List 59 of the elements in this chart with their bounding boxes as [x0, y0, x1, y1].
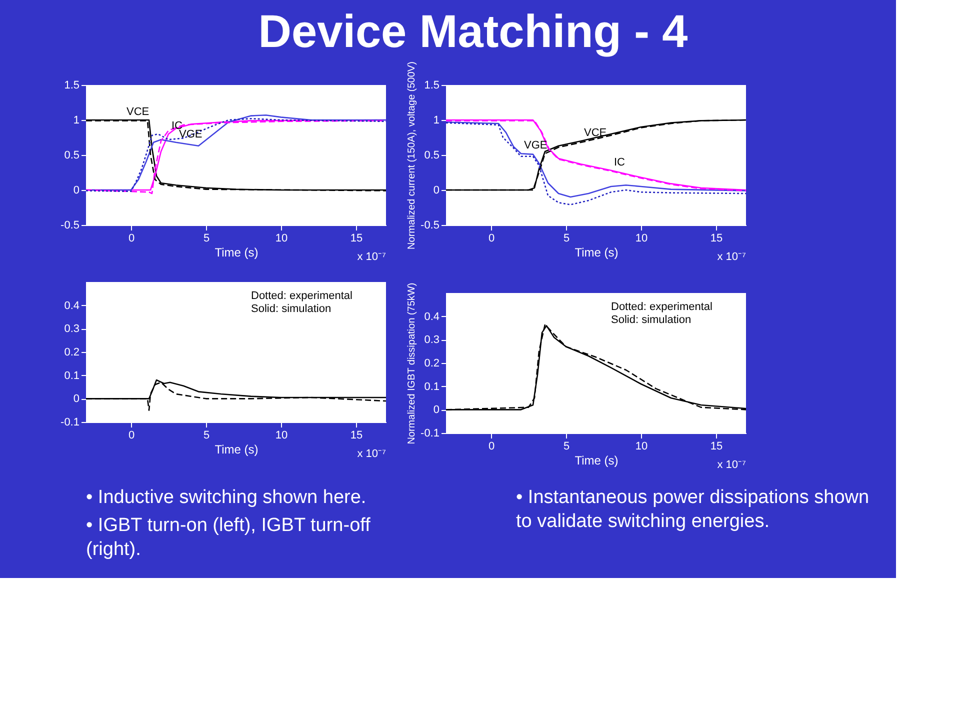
y-tick-label: 0: [433, 404, 440, 416]
y-tick-label: -0.1: [420, 428, 440, 440]
y-axis-title: Normalized IGBT dissipation (75kW): [406, 282, 418, 444]
text: • IGBT turn-on (left), IGBT turn-off (right).: [86, 515, 372, 560]
x-axis-title: Time (s): [214, 246, 258, 260]
chart-title: Device Matching - 4: [258, 5, 688, 58]
y-tick-label: 0.5: [64, 150, 80, 162]
annotation: IC: [614, 156, 626, 168]
x-axis-title: Time (s): [214, 442, 258, 456]
x-tick-label: 10: [275, 430, 288, 442]
x-tick-label: 5: [563, 232, 570, 244]
x-tick-label: 0: [488, 440, 495, 452]
x-axis-title: Time (s): [574, 454, 618, 468]
x-tick-label: 10: [635, 440, 648, 452]
annotation: Dotted: experimental: [611, 301, 712, 313]
y-tick-label: 0.2: [64, 346, 80, 358]
y-tick-label: 0: [433, 184, 440, 196]
text: x 10⁻⁷: [357, 251, 386, 263]
y-tick-label: 0.5: [424, 150, 440, 162]
x-tick-label: 10: [275, 232, 288, 244]
text: x 10⁻⁷: [717, 459, 746, 471]
y-tick-label: 1.5: [424, 80, 440, 92]
y-tick-label: -0.5: [60, 220, 80, 232]
text: x 10⁻⁷: [357, 448, 386, 460]
y-tick-label: 0.2: [424, 358, 440, 370]
text: • Inductive switching shown here.: [86, 487, 366, 508]
x-tick-label: 0: [128, 232, 135, 244]
y-tick-label: 0.3: [424, 334, 440, 346]
text: • Instantaneous power dissipations shown to validate switching energies.: [516, 487, 870, 532]
x-axis-title: Time (s): [574, 246, 618, 260]
annotation: Dotted: experimental: [251, 290, 352, 302]
y-tick-label: 0: [73, 393, 80, 406]
y-tick-label: 1: [73, 114, 80, 126]
x-tick-label: 5: [203, 232, 210, 244]
x-tick-label: 5: [203, 430, 210, 442]
x-tick-label: 10: [635, 232, 648, 244]
y-tick-label: 0.4: [64, 300, 80, 312]
annotation: VCE: [126, 106, 150, 118]
annotation: Solid: simulation: [251, 303, 332, 315]
y-tick-label: 0.1: [64, 370, 80, 382]
y-tick-label: 1.5: [64, 80, 80, 92]
x-tick-label: 15: [710, 232, 723, 244]
x-tick-label: 5: [563, 440, 570, 452]
y-tick-label: 0.4: [424, 310, 440, 323]
y-tick-label: 0.3: [64, 323, 80, 336]
y-tick-label: 1: [433, 114, 440, 126]
y-tick-label: 0: [73, 184, 80, 196]
x-tick-label: 15: [350, 232, 363, 244]
x-tick-label: 0: [488, 232, 495, 244]
text: x 10⁻⁷: [717, 251, 746, 263]
x-tick-label: 15: [710, 440, 723, 452]
annotation: VGE: [524, 140, 548, 152]
x-tick-label: 0: [128, 430, 135, 442]
y-axis-title: Normalized current (150A), voltage (500V): [406, 62, 418, 250]
x-tick-label: 15: [350, 430, 363, 442]
y-tick-label: 0.1: [424, 380, 440, 393]
y-tick-label: -0.5: [420, 220, 440, 232]
annotation: Solid: simulation: [611, 314, 692, 326]
y-tick-label: -0.1: [60, 416, 80, 428]
